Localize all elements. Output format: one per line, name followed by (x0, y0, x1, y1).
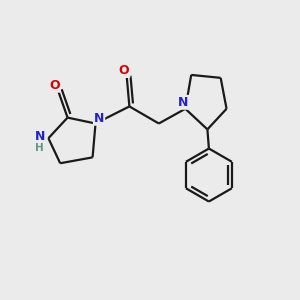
Text: N: N (94, 112, 104, 125)
Text: O: O (49, 79, 60, 92)
Text: H: H (35, 143, 44, 153)
Text: O: O (119, 64, 129, 77)
Text: N: N (178, 96, 188, 109)
Text: N: N (34, 130, 45, 143)
